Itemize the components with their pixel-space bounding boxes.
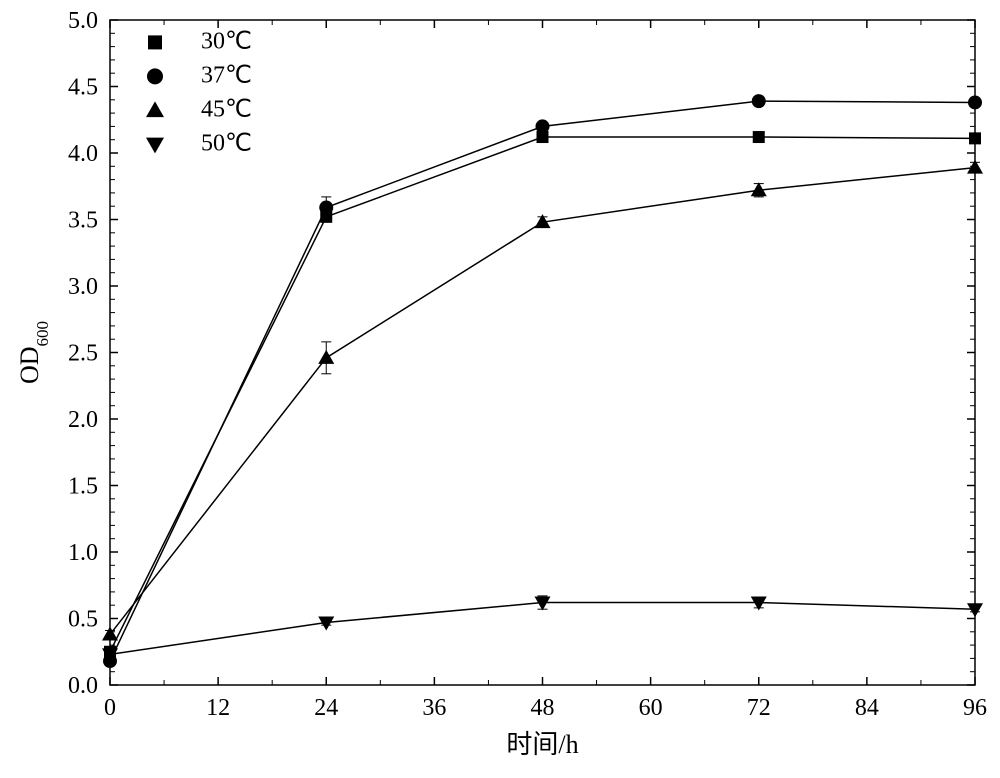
y-tick-label: 3.5 [68,208,98,234]
x-tick-label: 84 [855,695,879,721]
y-tick-label: 2.0 [68,407,98,433]
growth-chart: 0 12 24 36 48 60 72 84 96 0.0 0.5 1.0 1.5 2.0 2.5 3.0 3.… [0,0,1000,778]
series-50℃ [102,596,983,663]
x-tick-label: 12 [206,695,230,721]
y-tick-label: 5.0 [68,8,98,34]
legend: 30℃ 37℃ 45℃ 50℃ [146,28,252,156]
x-tick-label: 72 [747,695,771,721]
y-tick-label: 2.5 [68,341,98,367]
legend-label: 45℃ [201,96,252,122]
x-tick-label: 60 [639,695,663,721]
x-tick-label: 48 [531,695,555,721]
y-tick-label: 4.0 [68,141,98,167]
x-tick-label: 24 [314,695,338,721]
y-tick-label: 0.5 [68,607,98,633]
y-tick-label: 4.5 [68,75,98,101]
legend-label: 37℃ [201,62,252,88]
y-tick-label: 1.5 [68,474,98,500]
legend-label: 50℃ [201,130,252,156]
x-tick-label: 0 [104,695,116,721]
x-tick-label: 36 [422,695,446,721]
y-axis-label: OD600 [15,321,52,384]
x-tick-label: 96 [963,695,987,721]
series-30℃ [104,131,981,658]
y-tick-label: 0.0 [68,673,98,699]
legend-label: 30℃ [201,28,252,54]
y-tick-label: 1.0 [68,540,98,566]
y-tick-label: 3.0 [68,274,98,300]
x-axis-label: 时间/h [506,730,578,759]
